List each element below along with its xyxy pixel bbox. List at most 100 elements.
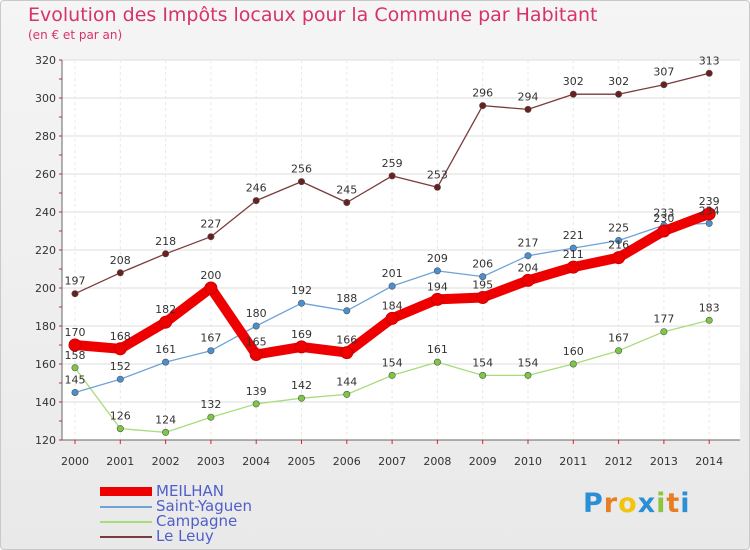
data-label: 154 — [472, 356, 493, 369]
data-point — [476, 291, 490, 304]
data-label: 183 — [699, 301, 720, 314]
y-tick-label: 220 — [35, 244, 56, 257]
x-tick-label: 2009 — [469, 455, 497, 468]
logo-letter: o — [618, 488, 638, 519]
data-label: 201 — [382, 267, 403, 280]
data-label: 160 — [563, 345, 584, 358]
data-point — [479, 371, 487, 379]
data-point — [116, 375, 124, 383]
legend-label: Campagne — [156, 512, 238, 530]
proxiti-logo: Proxiti — [583, 488, 691, 519]
y-tick-label: 240 — [35, 206, 56, 219]
data-point — [702, 207, 716, 221]
logo-letter: x — [637, 488, 657, 519]
data-label: 225 — [608, 222, 629, 235]
data-point — [524, 105, 532, 113]
data-label: 204 — [518, 261, 539, 274]
data-point — [71, 290, 79, 298]
data-point — [297, 394, 305, 402]
data-point — [68, 338, 82, 352]
data-label: 195 — [472, 279, 493, 292]
data-label: 206 — [472, 258, 493, 271]
x-tick-label: 2010 — [514, 455, 542, 468]
data-point — [479, 273, 487, 281]
data-label: 188 — [336, 292, 357, 305]
data-point — [295, 340, 308, 354]
y-tick-label: 320 — [35, 54, 56, 67]
logo-letter: i — [656, 488, 667, 519]
y-tick-label: 200 — [35, 282, 56, 295]
data-label: 167 — [200, 332, 221, 345]
data-label: 126 — [110, 410, 131, 423]
data-label: 192 — [291, 284, 312, 297]
data-label: 161 — [427, 343, 448, 356]
data-label: 302 — [608, 75, 629, 88]
data-label: 294 — [518, 90, 539, 103]
data-point — [569, 360, 577, 368]
data-point — [207, 233, 215, 241]
data-point — [252, 322, 260, 330]
data-point — [705, 69, 713, 77]
logo-letter: r — [603, 488, 619, 519]
data-point — [343, 199, 351, 207]
data-point — [388, 282, 396, 290]
data-label: 217 — [518, 237, 539, 250]
data-point — [249, 348, 263, 361]
logo-letter: i — [680, 488, 691, 519]
data-label: 209 — [427, 252, 448, 265]
data-point — [569, 90, 577, 98]
data-label: 234 — [699, 204, 720, 217]
data-point — [660, 81, 668, 89]
x-tick-label: 2014 — [695, 455, 723, 468]
data-point — [71, 364, 79, 372]
legend-swatch — [100, 506, 152, 508]
x-tick-label: 2004 — [242, 455, 270, 468]
y-tick-label: 160 — [35, 358, 56, 371]
y-tick-label: 260 — [35, 168, 56, 181]
data-point — [615, 90, 623, 98]
data-label: 132 — [200, 398, 221, 411]
data-label: 256 — [291, 163, 312, 176]
data-label: 200 — [200, 269, 221, 282]
data-point — [207, 413, 215, 421]
data-label: 230 — [653, 212, 674, 225]
data-point — [479, 102, 487, 110]
data-point — [433, 267, 441, 275]
data-point — [705, 316, 713, 324]
series-lines — [68, 69, 716, 436]
data-point — [162, 250, 170, 258]
y-tick-label: 300 — [35, 92, 56, 105]
data-point — [252, 197, 260, 205]
x-tick-label: 2001 — [106, 455, 134, 468]
data-point — [343, 307, 351, 315]
chart-subtitle: (en € et par an) — [28, 28, 123, 42]
data-label: 245 — [336, 184, 357, 197]
x-tick-label: 2012 — [605, 455, 633, 468]
data-label: 154 — [518, 356, 539, 369]
data-point — [388, 172, 396, 180]
data-point — [159, 315, 173, 329]
y-tick-label: 140 — [35, 396, 56, 409]
y-tick-label: 280 — [35, 130, 56, 143]
data-point — [566, 260, 580, 274]
data-labels: 197 208 218 227 246 256 245 259 253 296 294 302 302 3… — [65, 54, 720, 426]
logo-letter: P — [583, 488, 604, 519]
data-label: 142 — [291, 379, 312, 392]
data-label: 167 — [608, 332, 629, 345]
data-label: 221 — [563, 229, 584, 242]
data-label: 169 — [291, 328, 312, 341]
data-label: 313 — [699, 54, 720, 67]
data-point — [162, 428, 170, 436]
data-label: 246 — [246, 182, 267, 195]
data-point — [660, 328, 668, 336]
data-point — [297, 299, 305, 307]
x-tick-label: 2000 — [61, 455, 89, 468]
x-tick-label: 2002 — [152, 455, 180, 468]
legend-swatch — [100, 536, 152, 538]
data-point — [524, 371, 532, 379]
data-label: 139 — [246, 385, 267, 398]
data-label: 152 — [110, 360, 131, 373]
data-label: 211 — [563, 248, 584, 261]
data-label: 124 — [155, 413, 176, 426]
